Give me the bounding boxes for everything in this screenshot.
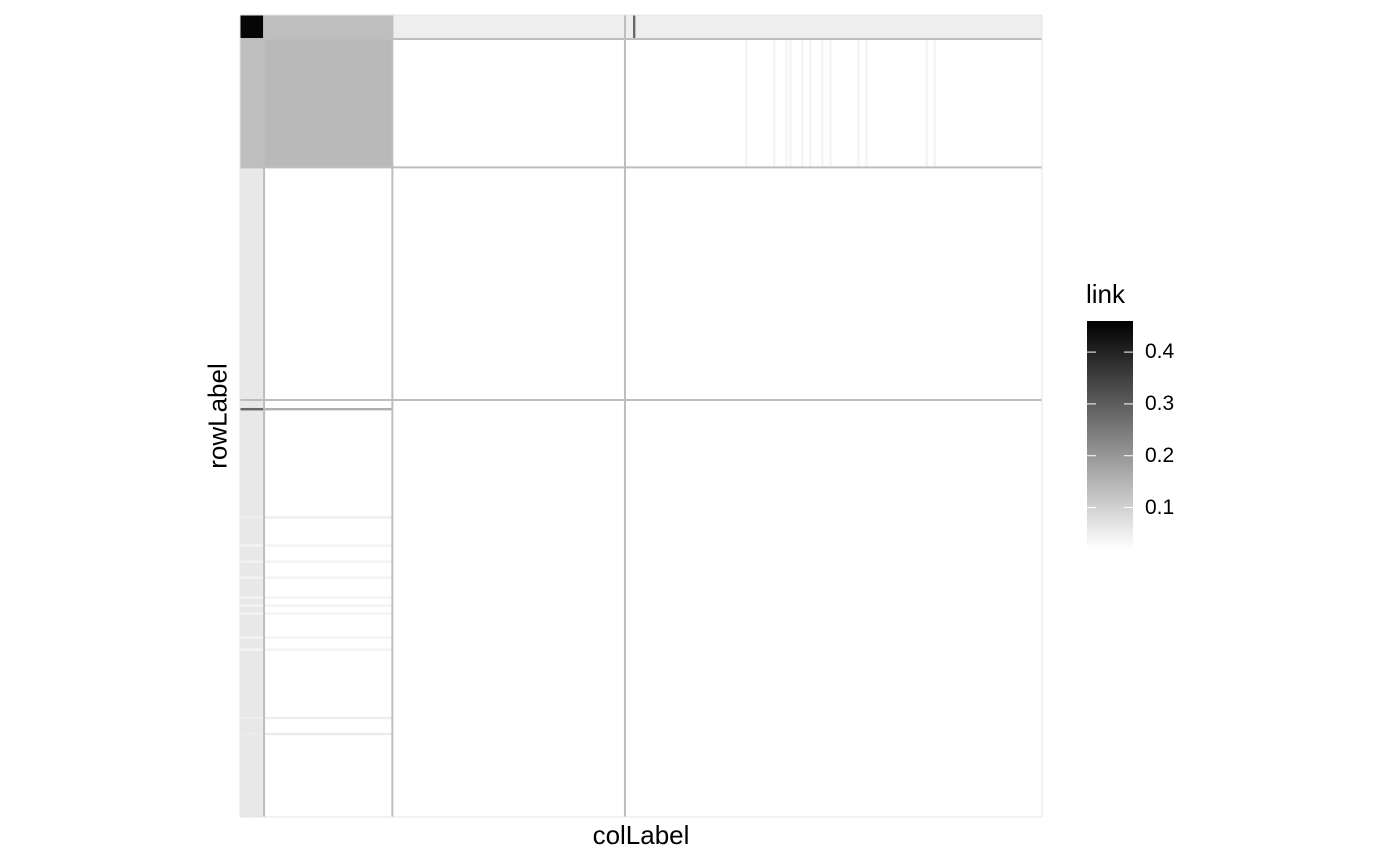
legend-title: link (1086, 279, 1126, 309)
heatmap-col-highlight-3 (789, 39, 792, 168)
heatmap-block-6 (240, 167, 265, 817)
heatmap-block-2 (392, 15, 1042, 40)
legend-tick-label-3: 0.4 (1145, 340, 1175, 364)
heatmap-row-highlight-4 (240, 576, 393, 579)
heatmap-row-highlight-9 (240, 648, 393, 651)
heatmap-cells (240, 15, 1042, 817)
panel-border (239, 14, 1043, 818)
heatmap-block-8 (392, 167, 1042, 817)
heatmap-row-highlight-0 (240, 407, 393, 411)
heatmap-row-highlight-6 (240, 604, 393, 607)
legend-tick-label-0: 0.1 (1145, 495, 1175, 519)
heatmap-col-highlight-11 (933, 39, 936, 168)
heatmap-col-highlight-9 (865, 39, 868, 168)
heatmap-col-highlight-4 (801, 39, 804, 168)
heatmap-block-7 (264, 167, 393, 817)
heatmap-block-4 (264, 39, 393, 168)
heatmap-block-0 (240, 15, 265, 40)
legend-tick-label-1: 0.2 (1145, 443, 1175, 467)
heatmap-col-highlight-6 (821, 39, 824, 168)
heatmap-col-highlight-10 (925, 39, 928, 168)
heatmap-row-highlight-7 (240, 612, 393, 615)
heatmap-row-highlight-8 (240, 636, 393, 639)
heatmap-col-highlight-2 (785, 39, 788, 168)
heatmap-block-3 (240, 39, 265, 168)
heatmap-col-highlight-1 (773, 39, 776, 168)
x-axis-title: colLabel (592, 820, 690, 850)
heatmap-col-highlight-5 (809, 39, 812, 168)
heatmap-row-highlight-3 (240, 560, 393, 563)
heatmap-block-5 (392, 39, 1042, 168)
heatmap-col-highlight-0 (745, 39, 748, 168)
heatmap-row-highlight-11 (240, 732, 393, 736)
heatmap-dark-row (240, 407, 265, 411)
legend-ticks (1087, 351, 1133, 509)
legend-colorbar (1087, 321, 1133, 549)
heatmap-row-highlight-2 (240, 544, 393, 547)
heatmap-block-1 (264, 15, 393, 40)
legend-tick-label-2: 0.3 (1145, 391, 1175, 415)
heatmap-row-highlight-10 (240, 716, 393, 720)
y-axis-title: rowLabel (202, 363, 233, 469)
heatmap-row-highlight-5 (240, 596, 393, 599)
heatmap-col-highlight-7 (829, 39, 832, 168)
heatmap-dark-column (632, 15, 636, 40)
heatmap-row-highlight-1 (240, 516, 393, 519)
heatmap-col-highlight-8 (857, 39, 860, 168)
block-boundary-lines (240, 15, 1042, 817)
